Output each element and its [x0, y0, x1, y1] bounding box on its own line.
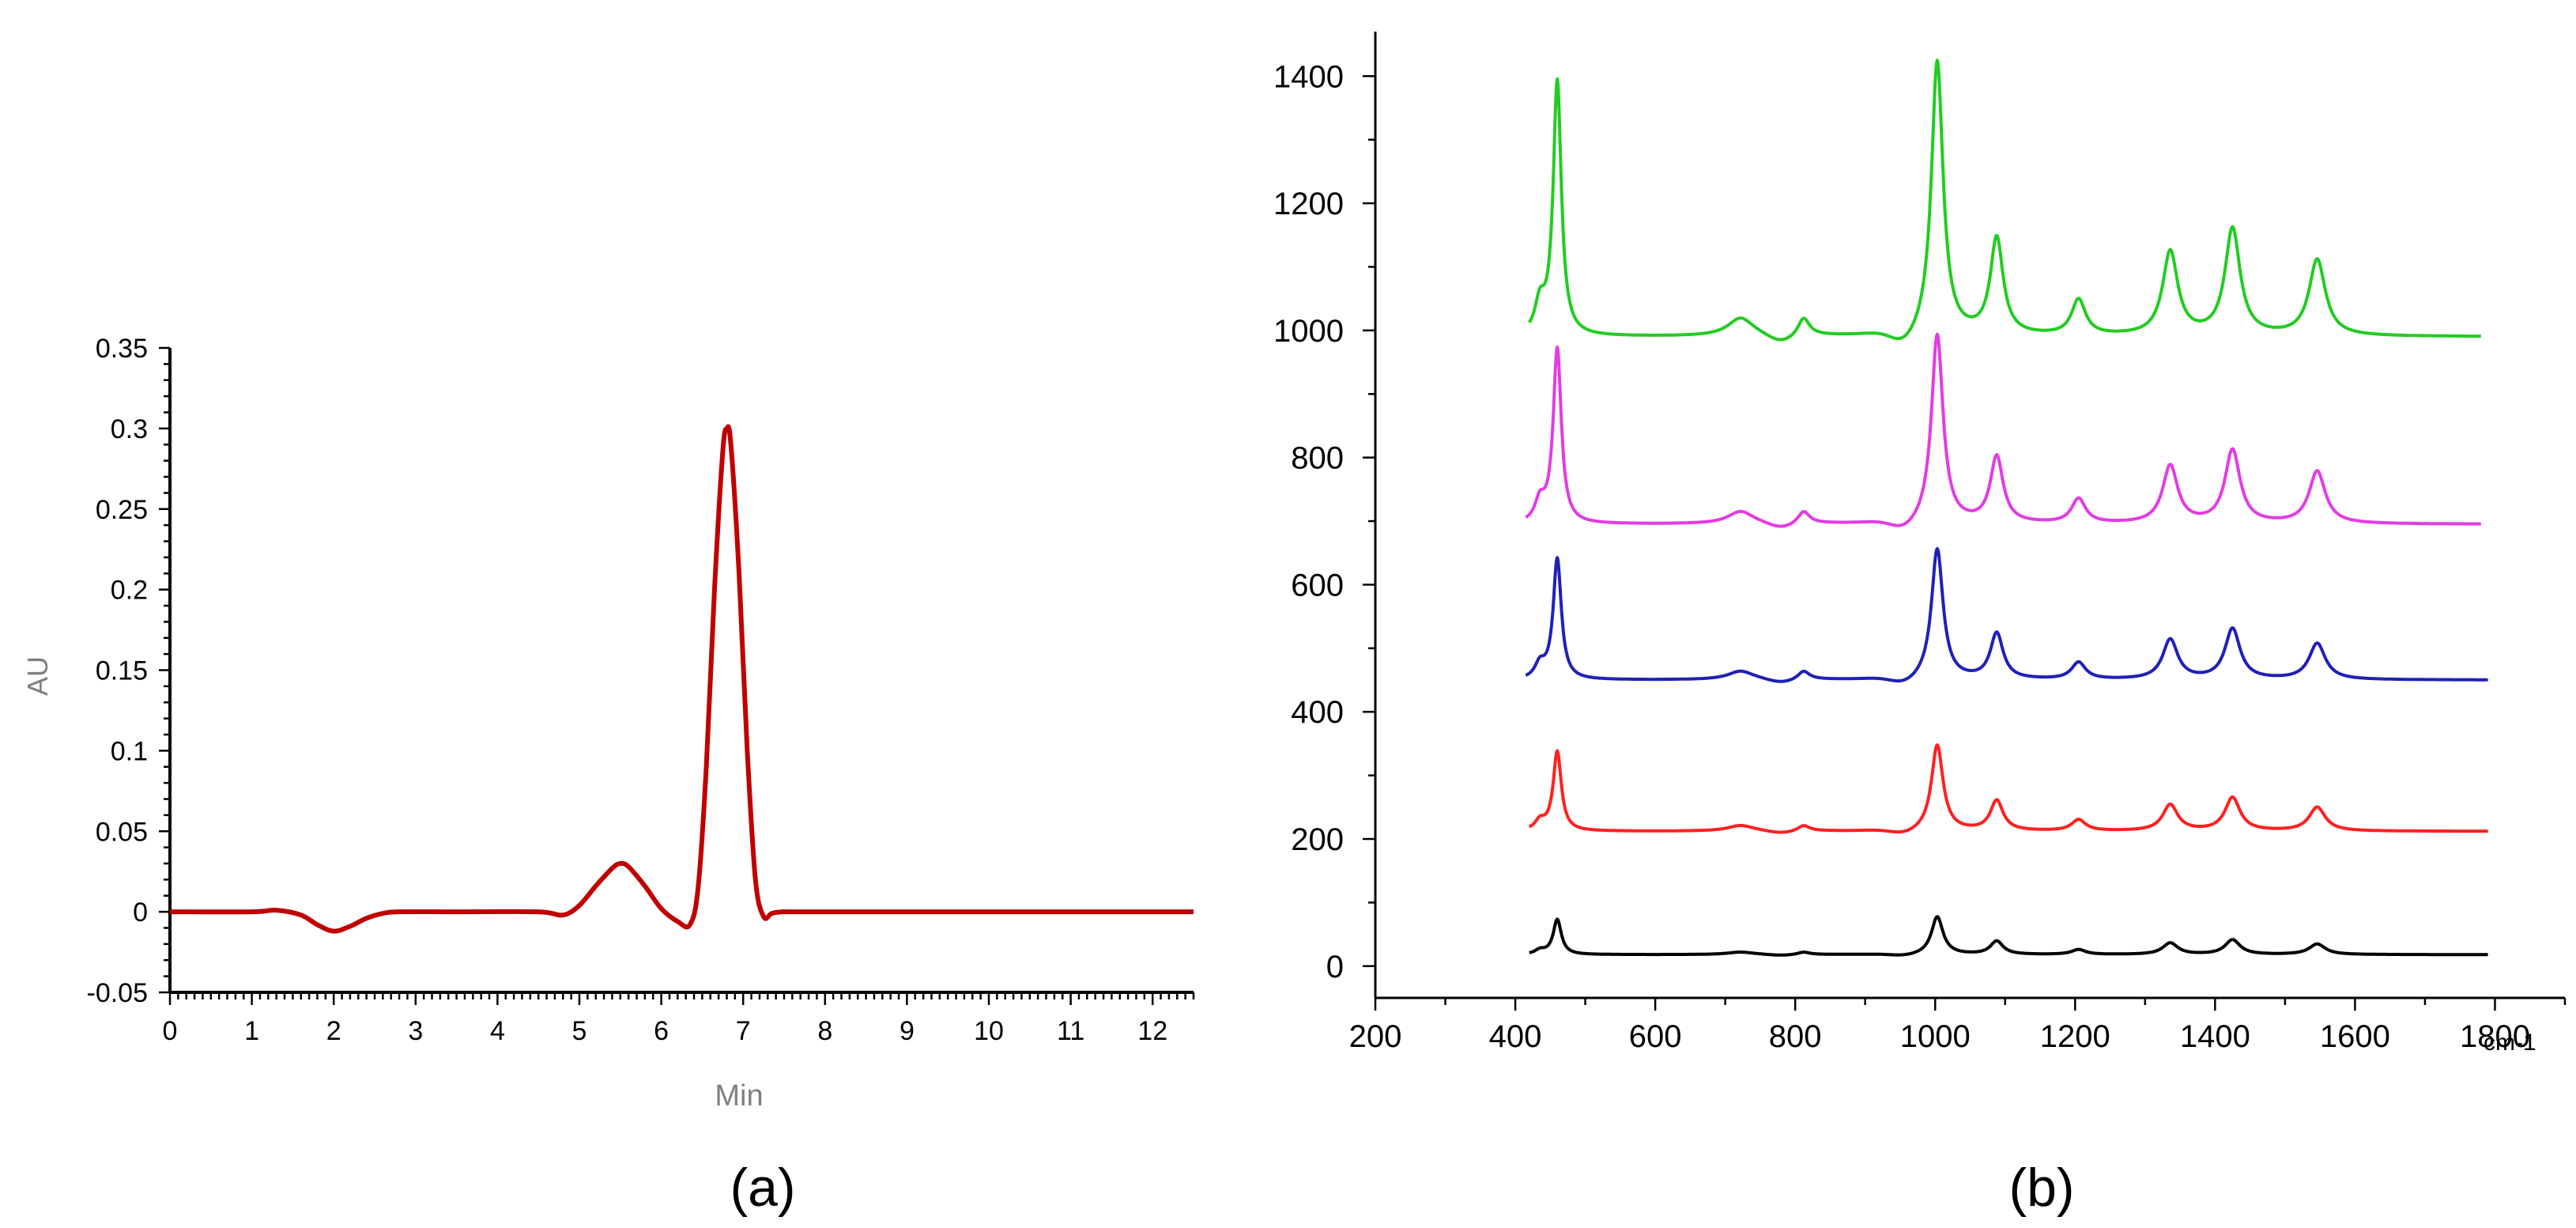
a-x-tick-label: 4	[490, 1016, 505, 1046]
a-x-tick-label: 10	[974, 1016, 1004, 1046]
a-y-tick-label: 0.25	[96, 495, 148, 525]
b-x-tick-label: 800	[1769, 1019, 1822, 1054]
a-y-tick-label: 0.05	[96, 817, 148, 847]
b-x-tick-label: 1800	[2460, 1019, 2530, 1054]
panel-a-ticks: 0 1 2 3 4 5 6 7 8 9 10 11 12-0.0500.050.10.150.20.25…	[87, 334, 1195, 1046]
a-x-tick-label: 12	[1137, 1016, 1167, 1046]
a-y-tick-label: 0.3	[111, 414, 148, 444]
panel-b-series	[1525, 59, 2489, 957]
panel-b-label: (b)	[2008, 1158, 2074, 1218]
a-x-tick-label: 6	[654, 1016, 669, 1046]
panel-b-xlabel: cm-1	[2484, 1030, 2536, 1056]
panel-a-chromatogram: 0 1 2 3 4 5 6 7 8 9 10 11 12-0.0500.050.10.150.20.25…	[21, 334, 1195, 1218]
b-y-tick-label: 1200	[1273, 187, 1344, 221]
a-x-tick-label: 11	[1057, 1016, 1084, 1046]
panel-a-xlabel: Min	[715, 1079, 763, 1113]
b-series-line-1	[1528, 915, 2489, 957]
a-x-tick-label: 2	[326, 1016, 341, 1046]
b-y-tick-label: 600	[1291, 568, 1344, 603]
a-y-tick-label: 0.2	[111, 576, 148, 606]
b-y-tick-label: 0	[1326, 950, 1344, 984]
panel-b-axes	[1374, 32, 2565, 999]
panel-b-ticks: 200 400 600 800 1000 1200 1400 1600 1800 0 200 400 6…	[1273, 59, 2567, 1054]
b-series-line-4	[1525, 332, 2482, 528]
a-y-tick-label: 0.15	[96, 656, 148, 686]
a-x-tick-label: 0	[163, 1016, 178, 1046]
panel-a-series	[169, 424, 1194, 934]
a-x-tick-label: 9	[900, 1016, 915, 1046]
b-series-line-3	[1525, 546, 2489, 683]
a-x-tick-label: 1	[244, 1016, 259, 1046]
b-y-tick-label: 400	[1291, 695, 1344, 730]
panel-a-axes	[168, 348, 1194, 994]
a-series-line	[169, 424, 1194, 934]
b-y-tick-label: 200	[1291, 822, 1344, 857]
a-x-tick-label: 8	[817, 1016, 832, 1046]
a-y-tick-label: 0.35	[96, 334, 148, 364]
panel-a-ylabel: AU	[21, 656, 54, 696]
a-y-tick-label: -0.05	[87, 978, 149, 1008]
a-y-tick-label: 0.1	[111, 736, 148, 766]
a-x-tick-label: 7	[736, 1016, 751, 1046]
a-y-tick-label: 0	[133, 897, 148, 928]
b-x-tick-label: 1200	[2040, 1019, 2110, 1054]
b-y-tick-label: 800	[1291, 441, 1344, 476]
a-x-tick-label: 3	[408, 1016, 423, 1046]
a-x-tick-label: 5	[572, 1016, 587, 1046]
panel-b-spectra: 200 400 600 800 1000 1200 1400 1600 1800 0 200 400 6…	[1273, 32, 2567, 1218]
b-x-tick-label: 1400	[2180, 1019, 2250, 1054]
b-x-tick-label: 600	[1629, 1019, 1682, 1054]
b-x-tick-label: 1000	[1900, 1019, 1971, 1054]
b-y-tick-label: 1000	[1273, 314, 1344, 349]
b-series-line-5	[1528, 59, 2482, 342]
b-x-tick-label: 200	[1349, 1019, 1402, 1054]
b-x-tick-label: 1600	[2320, 1019, 2390, 1054]
b-x-tick-label: 400	[1489, 1019, 1542, 1054]
b-y-tick-label: 1400	[1273, 59, 1344, 94]
b-series-line-2	[1528, 743, 2489, 834]
panel-a-label: (a)	[730, 1158, 795, 1218]
